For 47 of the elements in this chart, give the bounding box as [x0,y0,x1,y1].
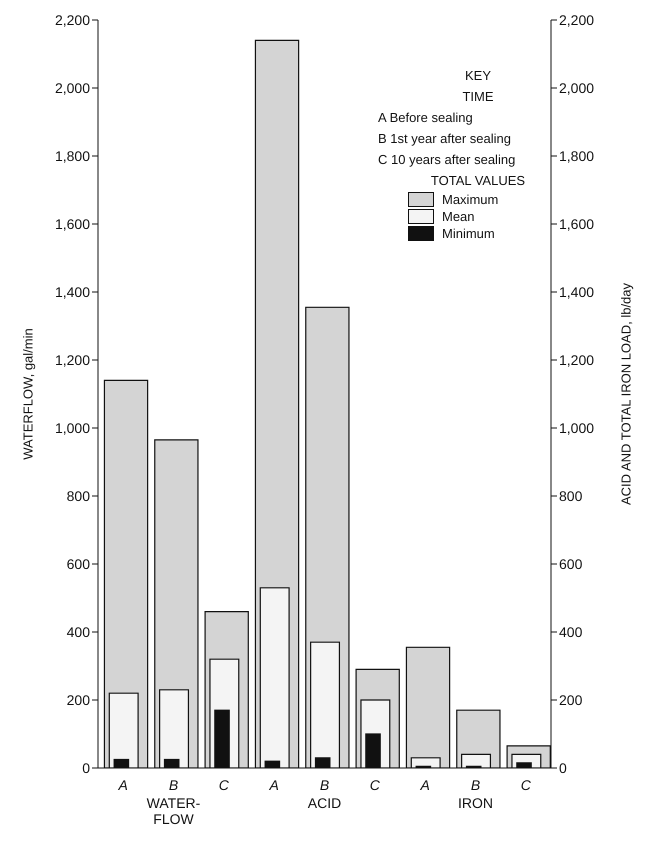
annotation: B 1st year after sealing [378,131,512,146]
y-axis-title: WATERFLOW, gal/min [20,328,36,460]
x-tick-label: C [520,777,532,793]
y-tick-label: 1,400 [54,284,90,300]
x-tick-label: A [268,777,279,793]
y2-tick-label: 2,200 [559,12,594,28]
y-tick-label: 1,600 [54,216,90,232]
legend-title: TOTAL VALUES [430,173,526,188]
text: ACID [308,795,342,811]
y-tick-label: 800 [66,488,90,504]
annotation: TIME [462,89,494,104]
x-tick-label: C [370,777,381,793]
y2-tick-label: 0 [559,760,567,776]
text: IRON [458,795,493,811]
y2-tick-label: 1,200 [559,352,594,368]
y2-tick-label: 600 [559,556,583,572]
x-tick-label: B [470,777,480,793]
y2-tick-label: 1,400 [559,284,594,300]
y2-tick-label: 2,000 [559,80,594,96]
y2-tick-label: 1,800 [559,148,594,164]
y-tick-label: 1,800 [54,148,90,164]
y2-tick-label: 200 [559,692,583,708]
y2-tick-label: 1,600 [559,216,594,232]
y-tick-label: 200 [66,692,90,708]
y2-axis-title: ACID AND TOTAL IRON LOAD, lb/day [618,282,634,506]
y-tick-label: 1,000 [54,420,90,436]
annotation: KEY [464,68,491,83]
y-tick-label: 1,200 [54,352,90,368]
legend-label: Minimum [442,226,495,241]
y2-tick-label: 1,000 [559,420,594,436]
y-tick-label: 2,200 [54,12,90,28]
y-tick-label: 600 [66,556,90,572]
annotation: C 10 years after sealing [378,152,516,167]
x-tick-label: A [117,777,128,793]
x-tick-label: B [320,777,330,793]
legend-label: Maximum [441,192,500,207]
annotation: A Before sealing [378,110,474,125]
x-tick-label: C [218,777,230,793]
y-tick-label: 2,000 [54,80,90,96]
text: WATER-FLOW [146,795,201,827]
y2-tick-label: 400 [559,624,583,640]
y2-tick-label: 800 [559,488,583,504]
y-tick-label: 0 [82,760,90,776]
y-tick-label: 400 [66,624,90,640]
x-tick-label: B [168,777,178,793]
x-tick-label: A [419,777,430,793]
legend-label: Mean [442,209,475,224]
